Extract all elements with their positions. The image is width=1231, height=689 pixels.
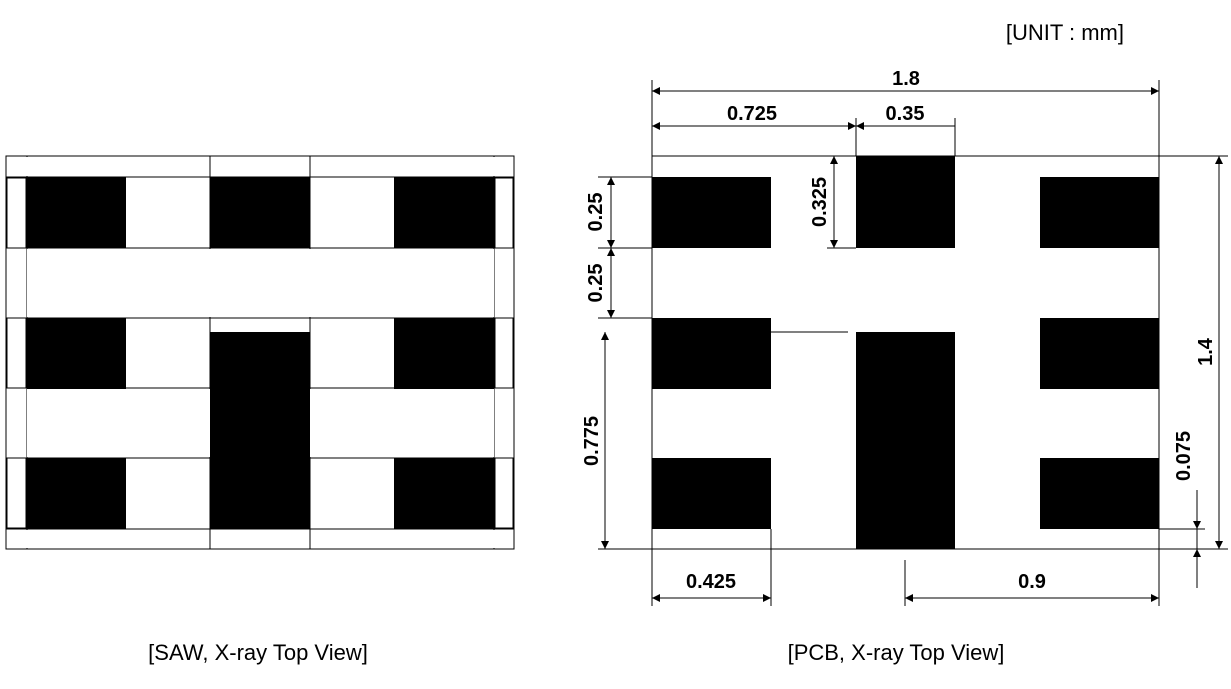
pcb-pad-center-top	[856, 156, 955, 248]
pcb-pad-left-top	[652, 177, 771, 248]
saw-pad-left-mid	[27, 318, 126, 389]
pcb-caption: [PCB, X-ray Top View]	[788, 640, 1005, 665]
dimension-lines	[601, 87, 1223, 602]
saw-outline	[5, 155, 515, 550]
saw-pad-right-mid	[394, 318, 494, 389]
pcb-pad-left-bottom	[652, 458, 771, 529]
dim-center-top-pad-height: 0.325	[809, 177, 831, 227]
dim-right-span: 0.9	[1018, 571, 1046, 593]
dim-total-height: 1.4	[1195, 337, 1217, 366]
pcb-pad-right-bottom	[1040, 458, 1159, 529]
dim-side-pad-gap: 0.25	[585, 264, 607, 303]
pcb-pad-left-mid	[652, 318, 771, 389]
dim-pad-offset: 0.725	[727, 103, 777, 125]
pcb-pad-center-large	[856, 332, 955, 549]
saw-pad-right-bottom	[394, 458, 494, 529]
saw-pad-right-top	[394, 177, 494, 248]
dim-side-pad-height: 0.25	[585, 193, 607, 232]
dim-side-pad-width: 0.425	[686, 571, 736, 593]
saw-view	[5, 155, 515, 550]
dim-lower-span: 0.775	[581, 416, 603, 466]
dim-bottom-gap: 0.075	[1173, 431, 1195, 481]
saw-pad-center-top	[210, 177, 310, 248]
unit-label: [UNIT : mm]	[1006, 20, 1124, 45]
dim-total-width: 1.8	[892, 68, 920, 90]
pcb-pad-right-mid	[1040, 318, 1159, 389]
saw-pad-left-bottom	[27, 458, 126, 529]
saw-pad-left-top	[27, 177, 126, 248]
pcb-view	[651, 155, 1160, 550]
dim-center-pad-width: 0.35	[886, 103, 925, 125]
pcb-pad-right-top	[1040, 177, 1159, 248]
saw-caption: [SAW, X-ray Top View]	[148, 640, 368, 665]
saw-pad-center-large	[210, 332, 310, 529]
